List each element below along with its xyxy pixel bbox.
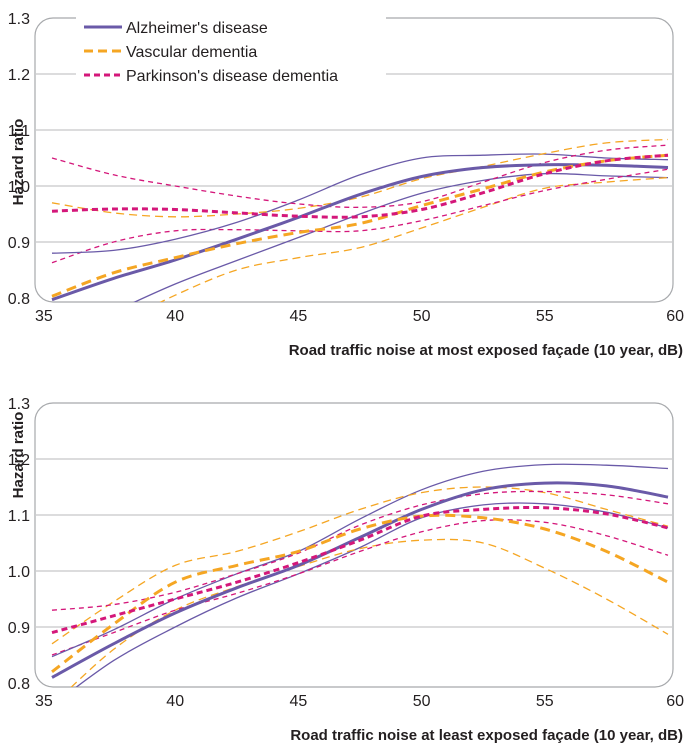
y-tick-label: 1.0 [8,179,30,196]
y-tick-label: 0.8 [8,291,30,308]
x-tick-labels: 35 40 45 50 55 60 [35,693,684,710]
chart-panel-top: 0.8 0.9 1.0 1.1 1.2 1.3 35 40 45 50 55 60 Hazard r… [8,11,684,359]
x-tick-label: 50 [413,693,431,710]
series-alzheimers-lower-ci [51,502,669,687]
chart-panel-bottom: 0.8 0.9 1.0 1.1 1.2 1.3 35 40 45 50 55 60 Hazard r… [8,396,684,744]
series-parkinsons-estimate [51,153,669,219]
y-tick-label: 1.1 [8,508,30,525]
y-tick-label: 1.2 [8,67,30,84]
x-tick-label: 55 [536,308,554,325]
x-tick-label: 50 [413,308,431,325]
series-vascular-upper-ci [51,138,669,218]
x-tick-label: 60 [666,308,684,325]
series-vascular-estimate [51,153,669,298]
series-alzheimers-estimate [51,163,669,302]
y-axis-label: Hazard ratio [10,119,27,206]
legend-background [76,14,386,96]
y-tick-label: 0.9 [8,235,30,252]
series-parkinsons-estimate [51,505,669,635]
x-tick-labels: 35 40 45 50 55 60 [35,308,684,325]
x-tick-label: 35 [35,308,53,325]
x-tick-label: 40 [166,308,184,325]
series-alzheimers-upper-ci [51,463,669,658]
x-axis-label: Road traffic noise at most exposed façad… [289,342,683,359]
series-vascular-estimate [51,513,669,673]
series-alzheimers-upper-ci [51,153,669,254]
x-tick-label: 60 [666,693,684,710]
legend-label-vascular: Vascular dementia [126,44,257,61]
series-vascular-lower-ci [51,538,669,687]
x-tick-label: 55 [536,693,554,710]
curves [51,463,669,687]
legend: Alzheimer's disease Vascular dementia Pa… [76,14,386,96]
y-tick-label: 1.3 [8,396,30,413]
y-tick-labels: 0.8 0.9 1.0 1.1 1.2 1.3 [8,11,30,308]
series-parkinsons-upper-ci [51,490,669,611]
series-parkinsons-lower-ci [51,168,669,264]
y-tick-label: 1.1 [8,123,30,140]
x-tick-label: 45 [290,693,308,710]
series-vascular-lower-ci [51,176,669,302]
y-tick-label: 0.8 [8,676,30,693]
y-tick-label: 1.2 [8,452,30,469]
y-tick-label: 1.0 [8,564,30,581]
series-parkinsons-lower-ci [51,519,669,656]
series-parkinsons-upper-ci [51,144,669,208]
legend-label-parkinsons: Parkinson's disease dementia [126,68,338,85]
x-tick-label: 45 [290,308,308,325]
y-tick-label: 1.3 [8,11,30,28]
y-axis-label: Hazard ratio [10,412,27,499]
plot-frame [34,402,674,688]
series-alzheimers-estimate [51,481,669,679]
series-alzheimers-lower-ci [51,172,669,302]
y-tick-labels: 0.8 0.9 1.0 1.1 1.2 1.3 [8,396,30,693]
x-axis-label: Road traffic noise at least exposed faça… [290,727,683,744]
x-tick-label: 35 [35,693,53,710]
y-tick-label: 0.9 [8,620,30,637]
gridlines [36,458,672,628]
x-tick-label: 40 [166,693,184,710]
curves [51,138,669,302]
legend-label-alzheimers: Alzheimer's disease [126,20,268,37]
series-vascular-upper-ci [51,486,669,645]
